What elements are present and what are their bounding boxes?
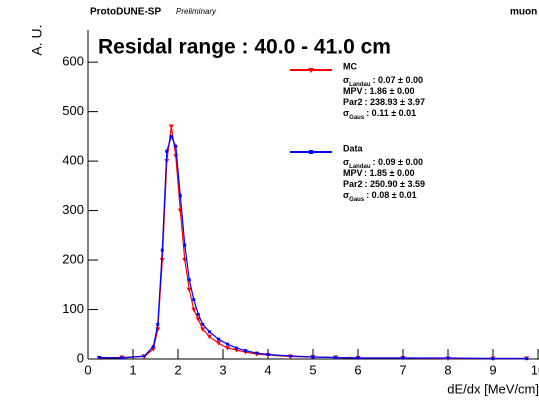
x-tick-label: 2: [174, 362, 181, 377]
point: [183, 243, 187, 247]
x-axis-label: dE/dx [MeV/cm]: [447, 381, 539, 396]
legend-label: MC: [343, 61, 357, 71]
point: [356, 356, 360, 360]
point: [217, 337, 220, 341]
legend-marker: [308, 68, 314, 73]
point: [226, 342, 229, 346]
stat-value: : 250.90 ± 3.59: [365, 179, 425, 189]
point: [160, 248, 164, 252]
stat-value: : 238.93 ± 3.97: [365, 97, 425, 107]
stat-label: Par2: [343, 179, 363, 189]
point: [244, 349, 247, 353]
stat-sub: Landau: [349, 82, 371, 88]
point: [191, 307, 197, 313]
x-tick-label: 8: [444, 362, 451, 377]
point: [97, 356, 101, 360]
stat-label: σ: [343, 157, 349, 167]
header-note: Preliminary: [176, 7, 217, 16]
stat-sub: Landau: [349, 164, 371, 170]
stat-value: : 0.11 ± 0.01: [366, 108, 416, 118]
stat-line: MPV: 1.86 ± 0.00: [343, 86, 415, 96]
point: [207, 334, 212, 340]
y-tick-label: 0: [77, 350, 84, 365]
stat-line: σLandau: 0.07 ± 0.00: [343, 75, 423, 87]
y-tick-label: 500: [62, 103, 84, 118]
point: [266, 353, 270, 357]
x-tick-label: 7: [399, 362, 406, 377]
stat-line: σGaus: 0.11 ± 0.01: [343, 108, 416, 120]
point: [334, 356, 337, 360]
point: [200, 327, 206, 332]
y-tick-label: 300: [62, 202, 84, 217]
stat-line: σLandau: 0.09 ± 0.00: [343, 157, 423, 169]
y-tick-label: 100: [62, 301, 84, 316]
stat-line: Par2: 250.90 ± 3.59: [343, 179, 425, 189]
stat-value: : 0.07 ± 0.00: [373, 75, 423, 85]
point: [120, 356, 124, 360]
point: [196, 312, 200, 316]
stat-value: : 1.86 ± 0.00: [364, 86, 414, 96]
x-tick-label: 1: [129, 362, 136, 377]
point: [491, 357, 495, 361]
stat-value: : 0.09 ± 0.00: [373, 157, 423, 167]
point: [208, 330, 211, 334]
point: [178, 194, 182, 198]
series-line: [99, 134, 527, 360]
corner-label: muon: [510, 7, 537, 18]
point: [169, 134, 173, 138]
point: [165, 149, 169, 153]
y-axis-label: A. U.: [29, 24, 45, 55]
x-tick-label: 9: [489, 362, 496, 377]
stat-label: MPV: [343, 86, 363, 96]
point: [235, 346, 238, 350]
point: [186, 287, 192, 293]
stat-sub: Gaus: [349, 197, 365, 203]
stat-label: σ: [343, 190, 349, 200]
stat-label: MPV: [343, 168, 363, 178]
point: [446, 356, 450, 360]
x-tick-label: 10: [531, 362, 539, 377]
point: [311, 355, 315, 359]
point: [151, 345, 155, 349]
stat-label: σ: [343, 108, 349, 118]
stat-line: Par2: 238.93 ± 3.97: [343, 97, 425, 107]
stat-sub: Gaus: [349, 115, 365, 121]
y-tick-label: 200: [62, 251, 84, 266]
stat-value: : 1.85 ± 0.00: [364, 168, 414, 178]
point: [156, 322, 160, 326]
point: [201, 322, 205, 326]
point: [289, 354, 292, 358]
point: [142, 354, 146, 358]
x-tick-label: 4: [264, 362, 271, 377]
stat-line: σGaus: 0.08 ± 0.01: [343, 190, 417, 202]
x-tick-label: 3: [219, 362, 226, 377]
stat-line: MPV: 1.85 ± 0.00: [343, 168, 415, 178]
point: [192, 298, 196, 302]
point: [182, 258, 188, 263]
point: [174, 144, 178, 148]
point: [255, 351, 259, 355]
legend-marker: [309, 150, 313, 154]
y-tick-label: 600: [62, 54, 84, 69]
stat-label: σ: [343, 75, 349, 85]
legend-label: Data: [343, 143, 364, 153]
point: [187, 278, 191, 282]
point: [525, 357, 529, 361]
point: [216, 341, 221, 346]
x-tick-label: 6: [354, 362, 361, 377]
point: [401, 356, 405, 360]
x-tick-label: 0: [84, 362, 91, 377]
stat-label: Par2: [343, 97, 363, 107]
y-tick-label: 400: [62, 153, 84, 168]
stat-value: : 0.08 ± 0.01: [366, 190, 416, 200]
x-tick-label: 5: [309, 362, 316, 377]
point: [168, 124, 174, 129]
point: [225, 346, 230, 351]
header: ProtoDUNE-SP: [90, 7, 161, 18]
chart-title: Residal range : 40.0 - 41.0 cm: [98, 36, 391, 59]
